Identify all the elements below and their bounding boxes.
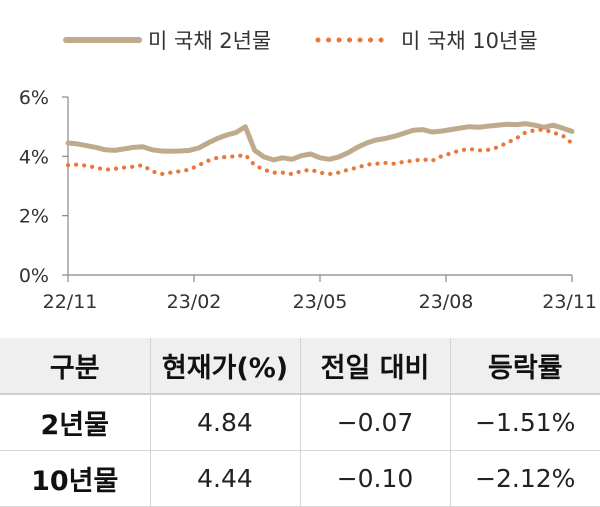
table-row: 2년물 4.84 −0.07 −1.51% <box>0 394 600 451</box>
row-label: 10년물 <box>31 466 119 497</box>
series-10y <box>65 127 575 177</box>
header-change-rate: 등락률 <box>449 338 600 395</box>
legend-item-10y: 미 국채 10년물 <box>315 29 538 53</box>
table-header-row: 구분 현재가(%) 전일 대비 등락률 <box>0 338 600 395</box>
daily-change-cell: −0.07 <box>299 394 450 451</box>
series-line <box>65 121 575 163</box>
legend-label: 미 국채 2년물 <box>148 29 271 53</box>
series-line <box>65 127 575 177</box>
x-tick-label: 23/11 <box>542 291 597 313</box>
yield-line-chart: 미 국채 2년물 미 국채 10년물 0% 2% 4% 6% 22/11 23/02 23/0… <box>19 29 597 313</box>
header-daily-change: 전일 대비 <box>299 338 450 395</box>
y-tick-label: 6% <box>19 87 49 109</box>
x-tick-label: 22/11 <box>43 291 98 313</box>
y-tick-label: 4% <box>19 146 49 168</box>
header-category: 구분 <box>0 338 150 395</box>
chart-legend: 미 국채 2년물 미 국채 10년물 <box>63 29 538 53</box>
table-row: 10년물 4.44 −0.10 −2.12% <box>0 450 600 507</box>
legend-item-2y: 미 국채 2년물 <box>63 29 271 53</box>
current-price-cell: 4.44 <box>149 450 300 507</box>
daily-change-cell: −0.10 <box>299 450 450 507</box>
change-rate-cell: −2.12% <box>449 450 600 507</box>
yield-summary-table: 구분 현재가(%) 전일 대비 등락률 2년물 4.84 −0.07 −1.51… <box>0 338 600 507</box>
chart-plot-area <box>65 121 575 177</box>
x-tick-label: 23/02 <box>167 291 222 313</box>
legend-label: 미 국채 10년물 <box>401 29 538 53</box>
x-tick-label: 23/05 <box>293 291 348 313</box>
current-price-cell: 4.84 <box>149 394 300 451</box>
change-rate-cell: −1.51% <box>449 394 600 451</box>
y-tick-label: 2% <box>19 206 49 228</box>
chart-axes: 0% 2% 4% 6% 22/11 23/02 23/05 23/08 23/11 <box>19 87 597 313</box>
header-current-price: 현재가(%) <box>149 338 300 395</box>
series-2y <box>65 121 575 163</box>
y-tick-label: 0% <box>19 265 49 287</box>
row-label: 2년물 <box>40 410 109 441</box>
x-tick-label: 23/08 <box>419 291 474 313</box>
